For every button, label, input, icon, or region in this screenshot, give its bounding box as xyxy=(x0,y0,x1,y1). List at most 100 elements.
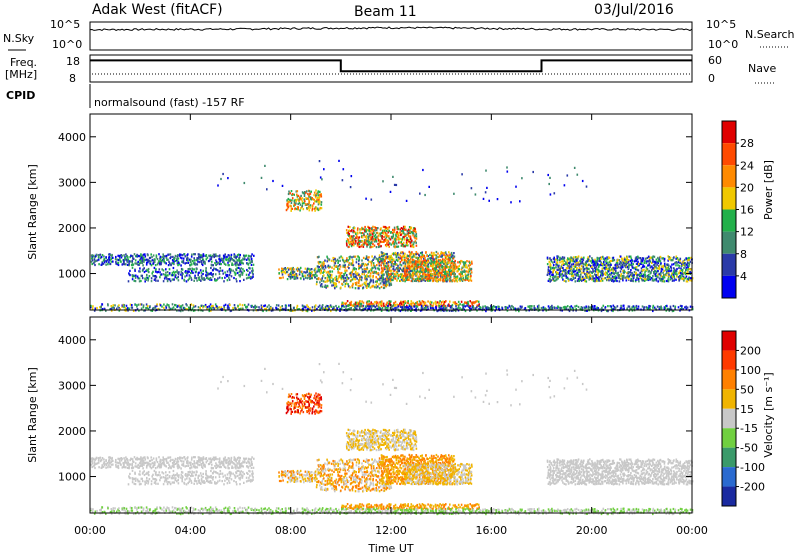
data-cell xyxy=(138,259,141,262)
data-cell xyxy=(553,267,556,270)
data-cell xyxy=(344,269,346,272)
data-cell xyxy=(150,277,153,280)
data-cell xyxy=(353,273,355,276)
data-cell xyxy=(355,273,357,276)
data-cell xyxy=(402,225,405,228)
data-cell xyxy=(582,268,585,271)
data-cell xyxy=(370,229,373,232)
data-cell xyxy=(339,309,341,312)
data-cell xyxy=(170,264,172,267)
data-cell xyxy=(617,266,620,269)
data-cell xyxy=(402,258,404,261)
data-cell xyxy=(357,255,359,258)
data-cell xyxy=(571,272,574,275)
data-cell xyxy=(208,307,211,310)
data-cell xyxy=(559,261,561,264)
data-cell xyxy=(109,253,112,256)
data-cell xyxy=(228,256,231,259)
data-cell xyxy=(302,305,305,308)
data-cell xyxy=(626,276,628,279)
data-cell xyxy=(387,261,390,264)
data-cell xyxy=(381,240,383,243)
data-cell xyxy=(238,258,240,261)
data-cell xyxy=(554,279,557,282)
data-cell xyxy=(646,278,649,281)
data-cell xyxy=(679,308,682,311)
data-cell xyxy=(363,270,365,274)
data-cell xyxy=(647,273,650,276)
data-cell xyxy=(607,274,609,277)
data-cell xyxy=(590,264,592,268)
data-cell xyxy=(320,269,322,272)
data-cell xyxy=(376,258,379,261)
data-cell xyxy=(465,277,467,280)
data-cell xyxy=(420,261,423,264)
data-cell xyxy=(433,251,435,255)
data-cell xyxy=(396,272,399,275)
data-cell xyxy=(146,306,149,309)
data-cell xyxy=(190,271,192,275)
data-cell xyxy=(136,304,138,307)
data-cell xyxy=(409,265,412,268)
data-cell xyxy=(174,254,177,257)
data-cell xyxy=(361,264,363,267)
data-cell xyxy=(676,261,678,265)
data-cell xyxy=(293,199,296,202)
data-cell xyxy=(420,257,422,260)
data-cell xyxy=(227,258,229,261)
data-cell xyxy=(498,305,500,308)
data-cell xyxy=(153,266,156,269)
data-cell xyxy=(523,308,526,311)
data-cell xyxy=(146,268,148,271)
data-cell xyxy=(311,206,314,209)
data-cell xyxy=(157,279,159,282)
data-cell xyxy=(441,265,443,268)
data-cell xyxy=(409,237,412,240)
data-cell xyxy=(425,270,428,273)
data-cell xyxy=(556,306,558,309)
data-cell xyxy=(611,278,614,281)
data-cell xyxy=(359,300,361,303)
data-cell xyxy=(351,235,353,238)
data-cell xyxy=(677,275,680,279)
data-cell xyxy=(459,262,462,265)
data-cell xyxy=(425,306,427,309)
data-cell xyxy=(260,306,263,309)
data-cell xyxy=(430,264,432,267)
data-cell xyxy=(617,263,619,266)
data-cell xyxy=(601,262,603,266)
data-cell xyxy=(576,173,579,176)
data-cell xyxy=(236,266,239,269)
data-cell xyxy=(637,305,640,308)
data-cell xyxy=(395,253,397,256)
data-cell xyxy=(428,275,431,278)
data-cell xyxy=(416,265,419,268)
data-cell xyxy=(395,308,397,311)
data-cell xyxy=(203,254,205,257)
data-cell xyxy=(516,308,518,311)
data-cell xyxy=(683,271,685,274)
data-cell xyxy=(585,280,588,283)
data-cell xyxy=(385,281,388,284)
data-cell xyxy=(409,273,411,276)
data-cell xyxy=(286,278,289,281)
data-cell xyxy=(642,275,645,278)
data-cell xyxy=(371,237,373,240)
data-cell xyxy=(546,273,549,276)
data-cell xyxy=(611,275,614,278)
data-cell xyxy=(600,256,603,259)
data-cell xyxy=(131,261,133,264)
data-cell xyxy=(147,267,150,271)
data-cell xyxy=(348,272,351,275)
data-cell xyxy=(350,275,352,278)
data-cell xyxy=(326,257,329,260)
data-cell xyxy=(356,272,358,276)
data-cell xyxy=(339,264,341,267)
data-cell xyxy=(559,256,561,259)
data-cell xyxy=(572,277,575,280)
data-cell xyxy=(167,258,169,261)
data-cell xyxy=(632,266,634,269)
data-cell xyxy=(355,283,358,286)
data-cell xyxy=(417,280,420,283)
data-cell xyxy=(478,304,480,308)
